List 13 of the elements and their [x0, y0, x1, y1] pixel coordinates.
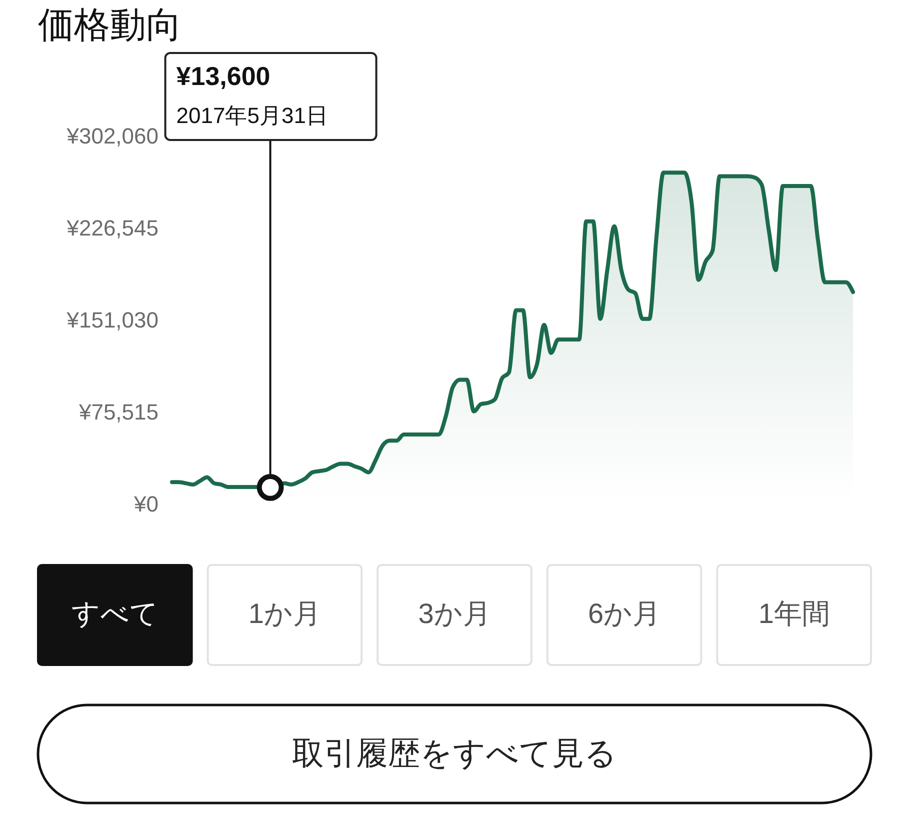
text: 1年間 [758, 598, 830, 629]
text: 3か月 [418, 598, 491, 629]
y-tick-label: ¥226,545 [66, 216, 158, 240]
text: 1か月 [248, 598, 321, 629]
y-tick-label: ¥151,030 [66, 308, 158, 332]
y-tick-label: ¥0 [133, 492, 158, 516]
y-tick-label: ¥302,060 [66, 124, 158, 148]
text: 取引履歴をすべて見る [292, 735, 617, 771]
text: ¥13,600 2017年5月31日 [176, 61, 328, 128]
text: 6か月 [588, 598, 661, 629]
y-tick-label: ¥75,515 [78, 400, 158, 424]
text: すべて [71, 598, 158, 629]
chart-title: 価格動向 [38, 4, 182, 45]
